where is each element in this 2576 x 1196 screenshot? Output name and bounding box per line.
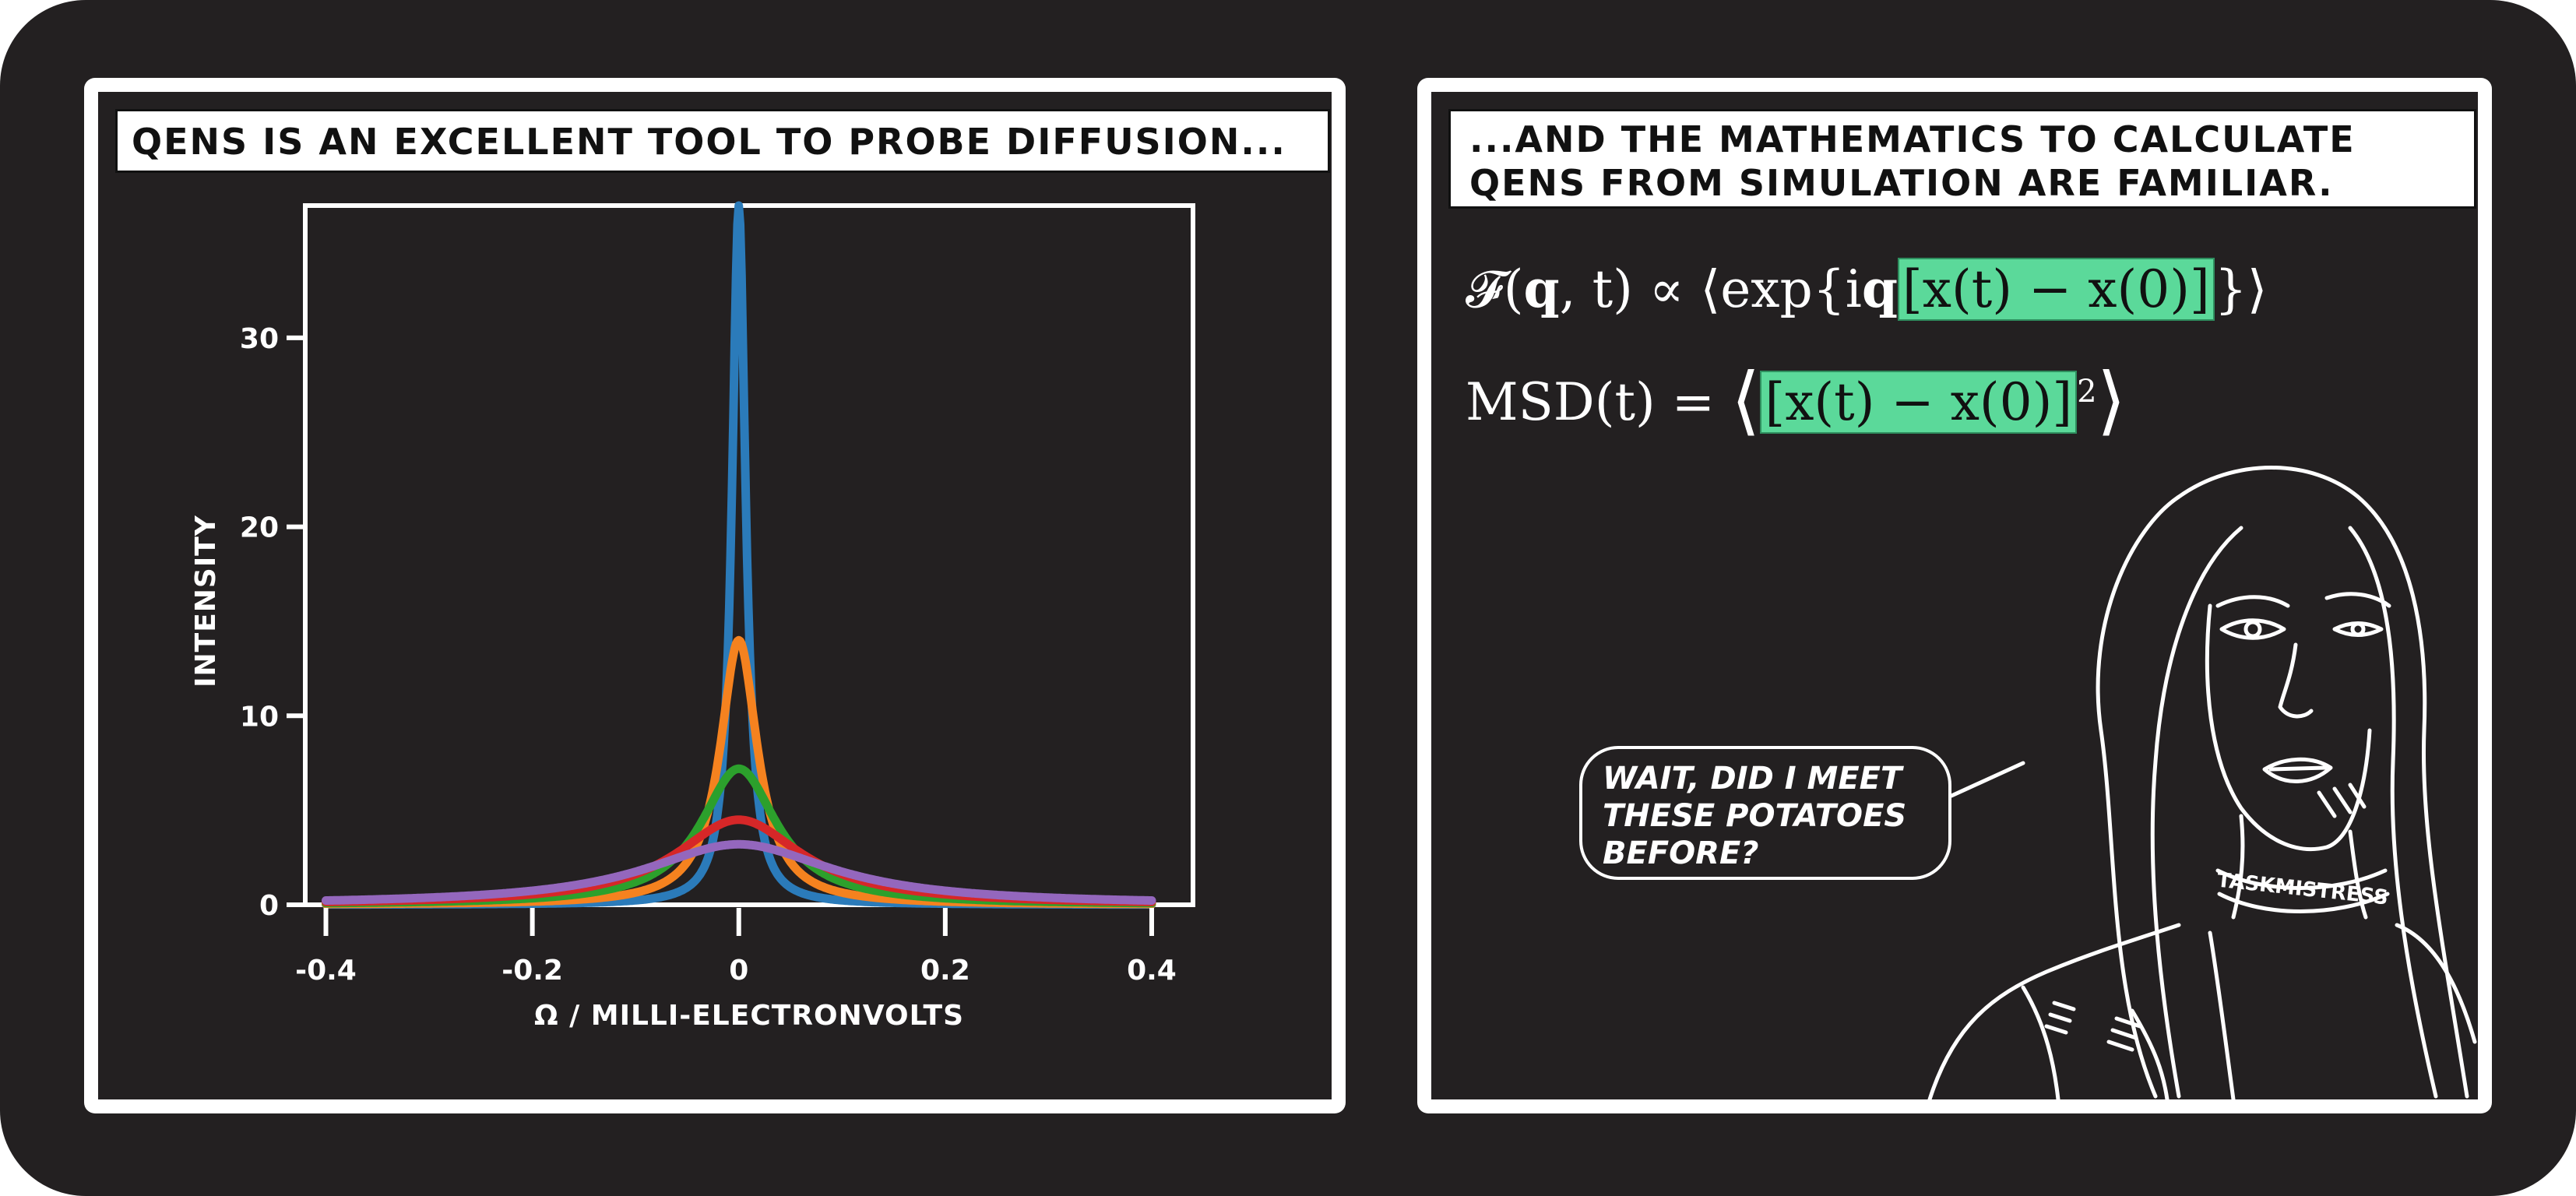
woman-line-drawing: TASKMISTRESS	[1927, 466, 2477, 1099]
intermediate-scattering-equation: 𝓕(q, t) ∝ ⟨exp{iq[x(t) − x(0)]}⟩	[1466, 258, 2268, 321]
right-caption-line-1: ...AND THE MATHEMATICS TO CALCULATE	[1469, 118, 2356, 160]
x-axis-label: ω / MILLI-ELECTRONVOLTS	[534, 1000, 964, 1032]
bubble-line-2: THESE POTATOES	[1603, 798, 1907, 834]
series-line-5	[322, 839, 1156, 905]
eq2-open: ⟨	[1731, 357, 1761, 444]
eq2-close: ⟩	[2096, 357, 2127, 444]
series-line-4	[322, 815, 1156, 906]
y-axis-ticks: 0 10 20 30	[240, 323, 303, 922]
eq1-q2: q	[1861, 259, 1899, 319]
eq1-q: q	[1523, 259, 1560, 319]
eq1-hl-close: ]	[2189, 259, 2210, 319]
chart-curves	[322, 201, 1156, 909]
x-tick-label: 0	[729, 955, 748, 987]
series-line-3	[322, 764, 1156, 908]
eq2-power: 2	[2077, 374, 2097, 410]
y-tick-label: 0	[259, 890, 279, 922]
eq1-end: }⟩	[2214, 259, 2268, 319]
x-tick-label: 0.4	[1127, 955, 1177, 987]
bubble-line-1: WAIT, DID I MEET	[1603, 761, 1902, 797]
y-tick-label: 30	[240, 323, 279, 355]
eq1-lhs: 𝓕(	[1466, 259, 1524, 319]
right-panel: ...AND THE MATHEMATICS TO CALCULATE QENS…	[1417, 78, 2492, 1113]
bubble-line-3: BEFORE?	[1603, 835, 1759, 871]
right-caption-line-2: QENS FROM SIMULATION ARE FAMILIAR.	[1469, 162, 2334, 204]
left-panel: QENS IS AN EXCELLENT TOOL TO PROBE DIFFU…	[84, 78, 1346, 1113]
eq1-hl-body: x(t) − x(0)	[1922, 259, 2190, 319]
left-panel-caption: QENS IS AN EXCELLENT TOOL TO PROBE DIFFU…	[115, 109, 1330, 173]
qens-chart: -0.4 -0.2 0 0.2 0.4 0 10 20 30 ω / MILLI-ELECTR…	[190, 201, 1195, 1032]
eq1-mid: , t) ∝ ⟨exp{i	[1559, 259, 1862, 319]
x-tick-label: -0.4	[295, 955, 357, 987]
speech-bubble: WAIT, DID I MEET THESE POTATOES BEFORE?	[1579, 746, 1951, 880]
series-line-1	[322, 201, 1156, 909]
eq1-hl-open: [	[1902, 259, 1923, 319]
x-axis-ticks: -0.4 -0.2 0 0.2 0.4	[295, 908, 1177, 987]
eq2-highlight: [x(t) − x(0)]	[1760, 371, 2078, 434]
x-tick-label: 0.2	[920, 955, 970, 987]
eq2-lhs: MSD(t) =	[1466, 372, 1731, 432]
y-tick-label: 20	[240, 512, 279, 544]
msd-equation: MSD(t) = ⟨[x(t) − x(0)] 2⟩	[1466, 357, 2126, 444]
x-tick-label: -0.2	[501, 955, 563, 987]
y-tick-label: 10	[240, 701, 279, 733]
right-panel-caption: ...AND THE MATHEMATICS TO CALCULATE QENS…	[1448, 109, 2476, 209]
y-axis-label: INTENSITY	[190, 515, 222, 688]
eq1-highlight: [x(t) − x(0)]	[1898, 258, 2215, 321]
plot-frame	[303, 203, 1195, 907]
